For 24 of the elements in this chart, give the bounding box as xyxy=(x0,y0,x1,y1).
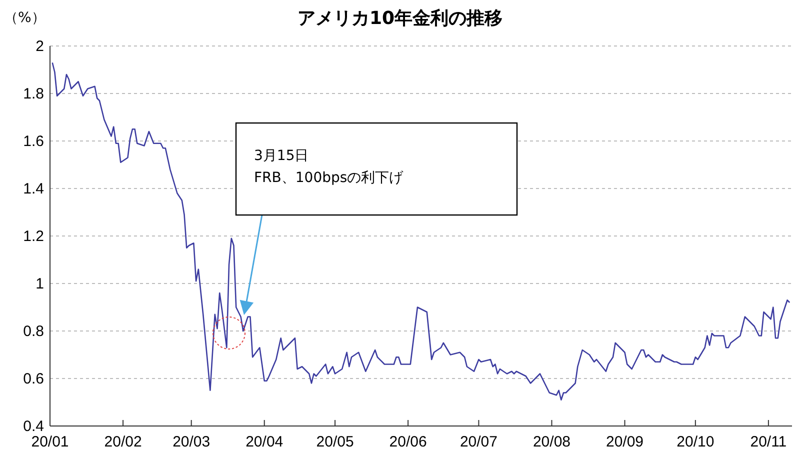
y-tick-label: 2 xyxy=(36,38,44,55)
y-tick-label: 0.8 xyxy=(23,322,44,340)
x-tick-label: 20/03 xyxy=(172,434,210,451)
y-axis-title: （%） xyxy=(4,10,46,26)
y-tick-label: 1.8 xyxy=(23,85,44,102)
x-tick-label: 20/08 xyxy=(532,434,571,451)
y-tick-label: 1.2 xyxy=(23,228,44,245)
x-tick-label: 20/01 xyxy=(31,434,69,451)
x-tick-label: 20/05 xyxy=(316,434,354,451)
x-tick-label: 20/06 xyxy=(389,434,427,451)
y-tick-label: 1.6 xyxy=(23,132,44,150)
x-tick-label: 20/04 xyxy=(246,434,284,451)
chart-title: アメリカ10年金利の推移 xyxy=(297,8,503,29)
y-tick-label: 1.4 xyxy=(23,180,44,198)
line-series xyxy=(52,62,790,401)
x-tick-label: 20/11 xyxy=(750,434,787,451)
x-tick-label: 20/02 xyxy=(104,434,142,451)
x-tick-label: 20/07 xyxy=(460,434,498,451)
y-tick-label: 0.6 xyxy=(23,370,44,388)
y-tick-label: 1 xyxy=(36,275,44,292)
x-tick-label: 20/09 xyxy=(606,434,644,451)
annotation: 3月15日 FRB、100bpsの利下げ xyxy=(254,148,404,186)
x-tick-label: 20/10 xyxy=(676,434,714,451)
y-tick-label: 0.4 xyxy=(23,418,44,435)
